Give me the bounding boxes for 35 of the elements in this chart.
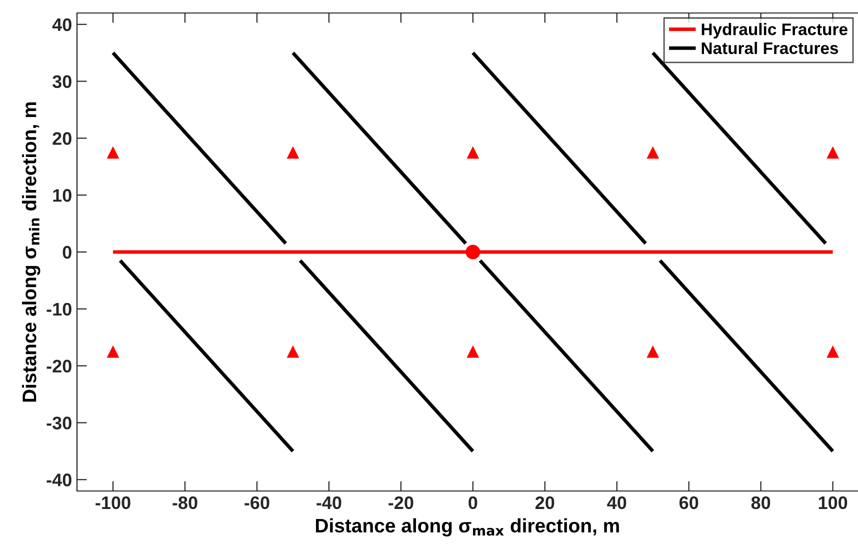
y-tick-label: 0 (62, 246, 72, 259)
x-tick-label: -100 (96, 496, 130, 510)
x-tick-label: 40 (607, 496, 626, 510)
legend-label: Natural Fractures (702, 42, 838, 54)
y-axis-title: Distance along σ$_{min}$ direction, m (22, 102, 40, 402)
y-tick-label: 10 (53, 189, 72, 202)
point (826, 345, 840, 358)
point (106, 146, 120, 159)
y-tick-label: -30 (46, 416, 72, 430)
y-tick-label: -40 (46, 474, 72, 486)
y-tick-label: -20 (46, 360, 72, 373)
point (646, 345, 660, 358)
x-tick-label: 20 (535, 496, 554, 510)
x-tick-label: -60 (244, 496, 270, 510)
x-tick-label: -40 (316, 496, 342, 510)
y-tick-label: 30 (52, 75, 72, 88)
x-axis-title: Distance along σ$_{max}$ direction, m (316, 518, 619, 536)
x-tick-label: 60 (679, 496, 698, 510)
y-tick-label: 40 (52, 18, 72, 32)
point (286, 146, 300, 159)
point (106, 345, 120, 358)
point (826, 146, 840, 159)
x-tick-label: -20 (388, 496, 414, 510)
point (466, 345, 480, 358)
point (466, 146, 480, 159)
point (646, 146, 660, 159)
point (466, 244, 480, 260)
point (286, 345, 300, 358)
x-tick-label: -80 (172, 496, 198, 510)
x-tick-label: 80 (751, 496, 770, 510)
legend-label: Hydraulic Fracture (702, 23, 848, 39)
x-tick-label: 0 (468, 496, 478, 510)
x-tick-label: 100 (818, 496, 848, 510)
y-tick-label: -10 (46, 302, 72, 316)
y-tick-label: 20 (52, 132, 72, 145)
